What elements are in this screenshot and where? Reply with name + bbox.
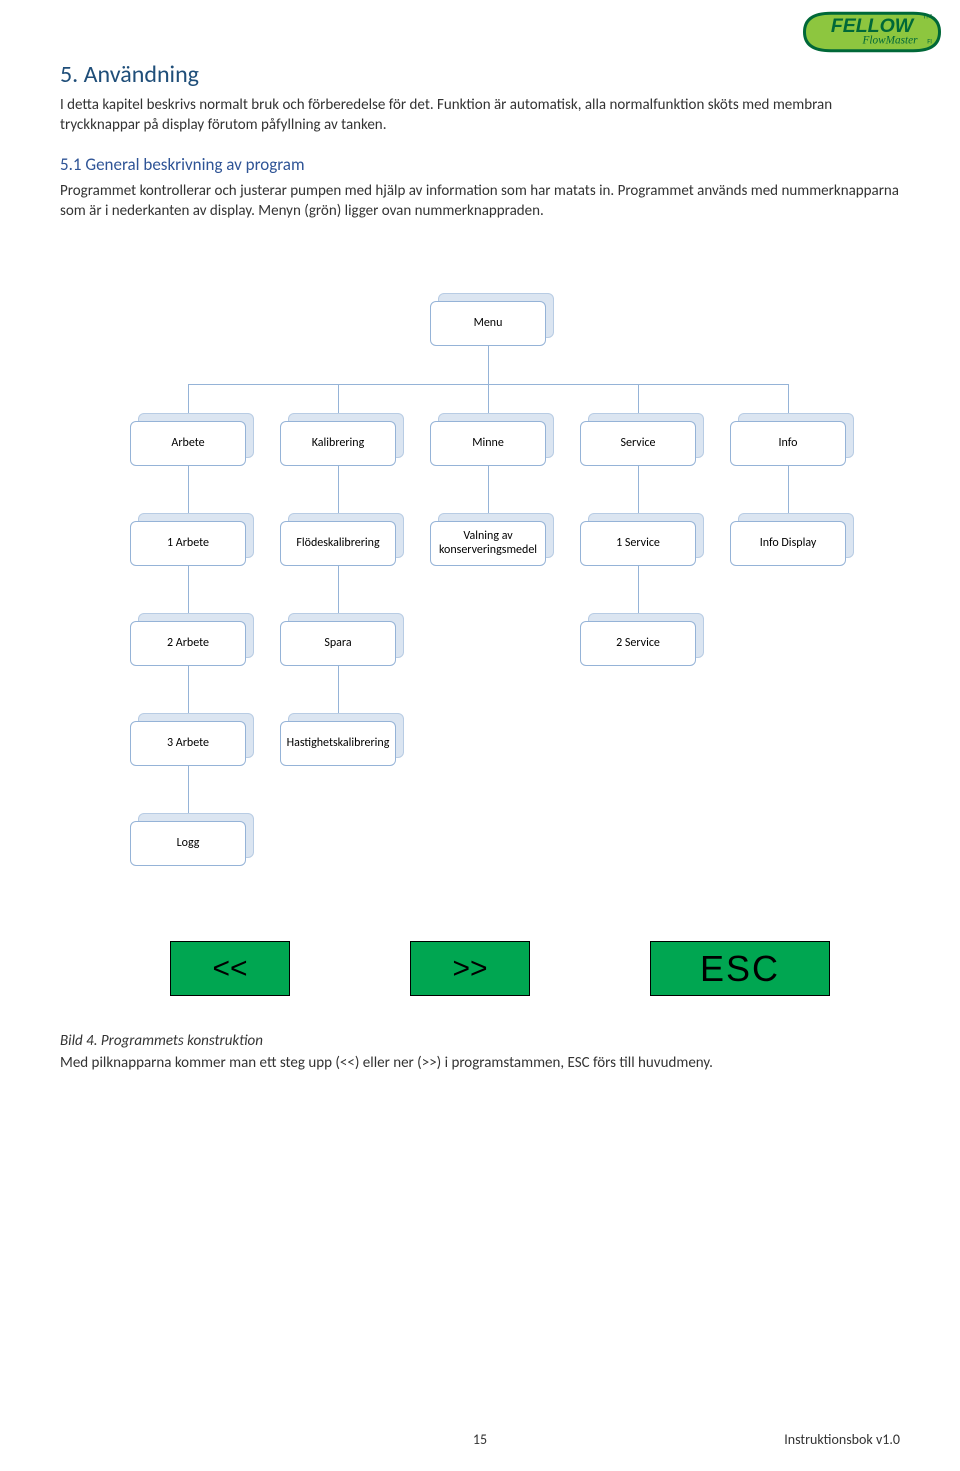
chart-tile-l1-2: Minne [430,421,546,466]
chart-tile-l1-1: Kalibrering [280,421,396,466]
page-content: FELLOW TM FlowMaster FI 5. Användning I … [0,0,960,1072]
chart-tile-root: Menu [430,301,546,346]
chart-tile-l3-0: 2 Arbete [130,621,246,666]
subsection-paragraph: Programmet kontrollerar och justerar pum… [60,181,900,222]
chart-tile-l2-0: 1 Arbete [130,521,246,566]
chart-tile-l4-0: 3 Arbete [130,721,246,766]
doc-version: Instruktionsbok v1.0 [784,1431,900,1448]
chart-tile-l1-0: Arbete [130,421,246,466]
section-heading: 5. Användning [60,60,900,89]
prev-key[interactable]: << [170,941,290,996]
brand-logo: FELLOW TM FlowMaster FI [792,2,952,62]
next-key[interactable]: >> [410,941,530,996]
page-number: 15 [473,1431,487,1448]
esc-key[interactable]: ESC [650,941,830,996]
subsection-heading: 5.1 General beskrivning av program [60,154,900,175]
figure-caption: Bild 4. Programmets konstruktion [60,1032,900,1050]
chart-tile-l3-1: Spara [280,621,396,666]
org-chart: Menu Arbete Kalibrering Minne Service Info 1 A… [90,291,870,911]
chart-tile-l2-3: 1 Service [580,521,696,566]
chart-tile-l1-3: Service [580,421,696,466]
chart-tile-l2-2: Valning av konserveringsmedel [430,521,546,566]
intro-paragraph: I detta kapitel beskrivs normalt bruk oc… [60,95,900,136]
chart-tile-l5-0: Logg [130,821,246,866]
chart-tile-l4-1: Hastighetskalibrering [280,721,396,766]
key-row: << >> ESC [90,941,870,996]
chart-tile-l2-1: Flödeskalibrering [280,521,396,566]
figure-description: Med pilknapparna kommer man ett steg upp… [60,1054,900,1072]
svg-text:TM: TM [923,13,932,21]
chart-connector [488,346,489,384]
svg-text:FlowMaster: FlowMaster [862,34,919,46]
chart-tile-l2-4: Info Display [730,521,846,566]
svg-text:FI: FI [927,37,932,45]
chart-tile-l1-4: Info [730,421,846,466]
chart-tile-l3-2: 2 Service [580,621,696,666]
